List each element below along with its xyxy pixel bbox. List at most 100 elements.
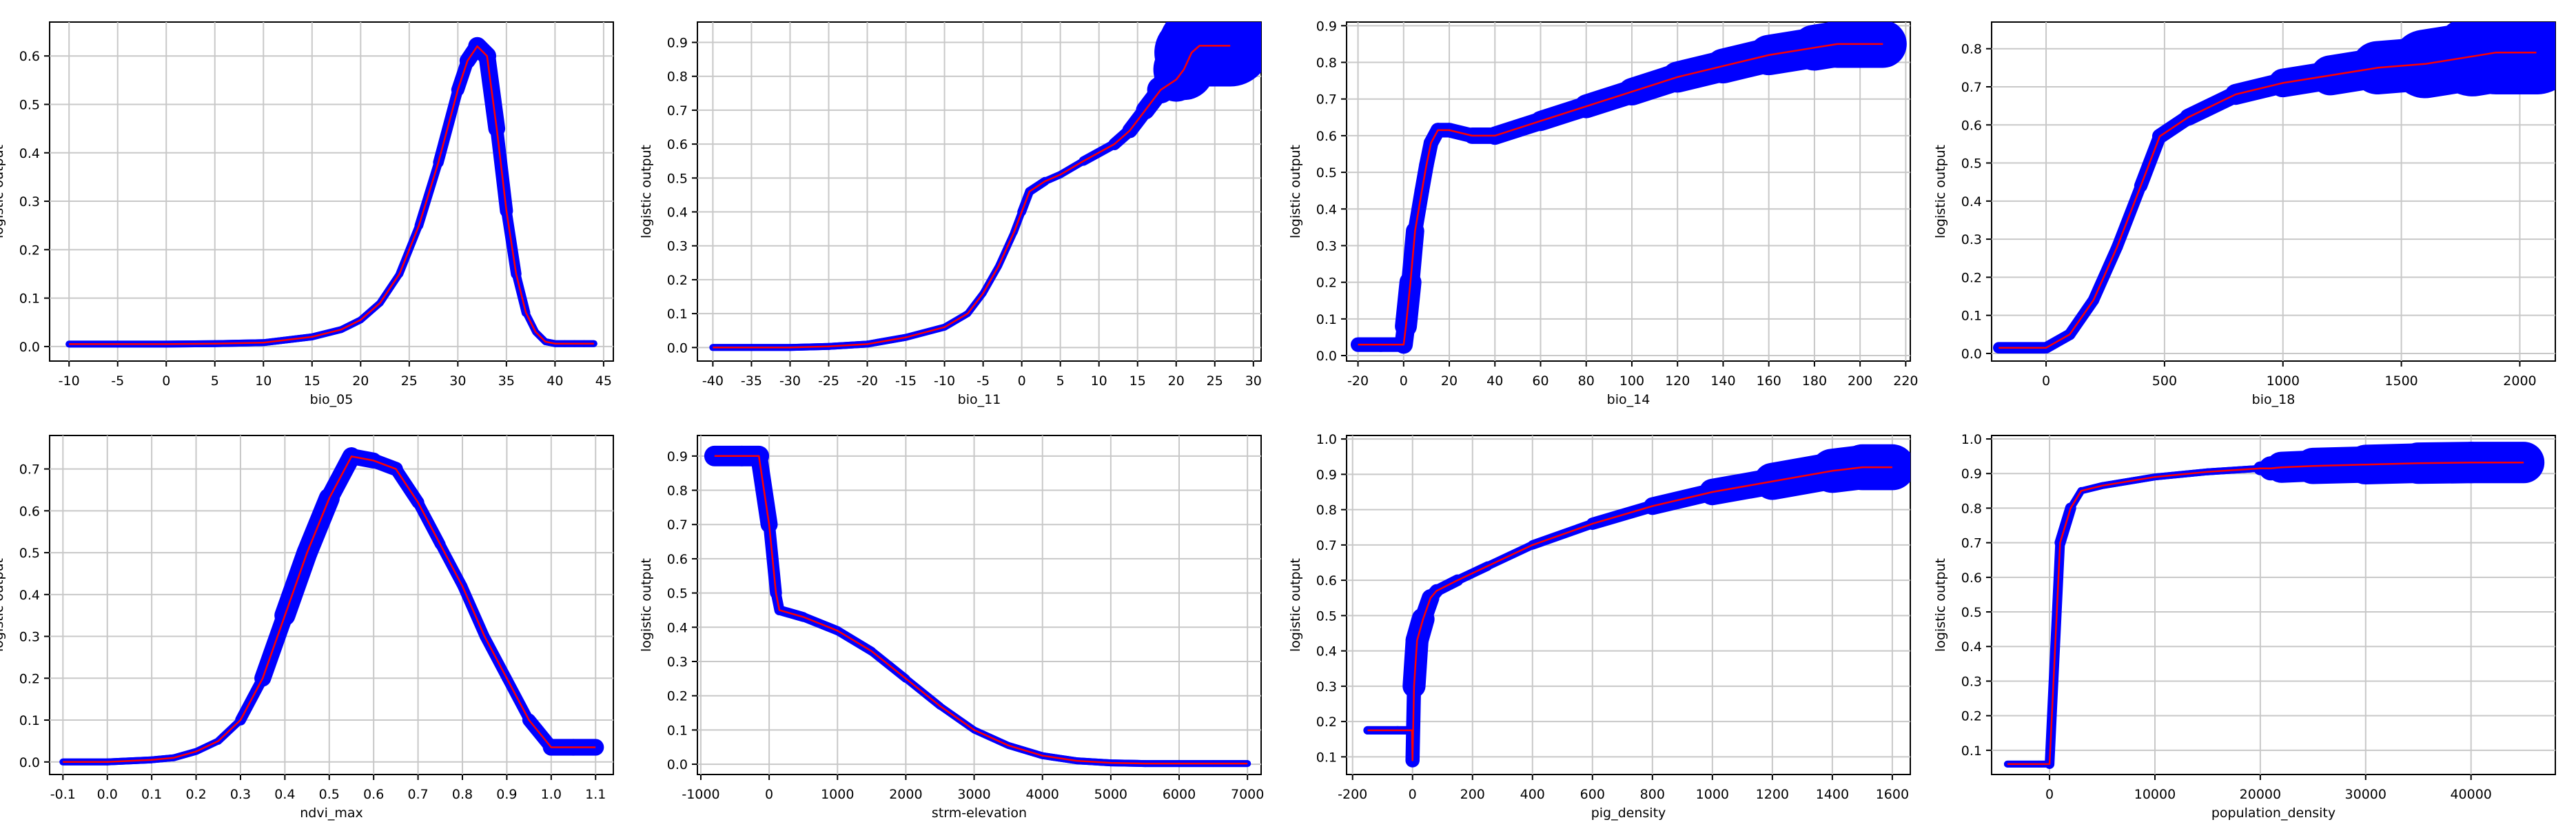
- x-tick-label: 2000: [889, 787, 922, 802]
- x-tick-label: 100: [1619, 373, 1644, 389]
- y-tick-label: 0.6: [19, 49, 40, 64]
- x-tick-label: 10: [255, 373, 272, 389]
- response-panel-5: -0.1 0.0 0.1 0.2 0.3 0.4 0.5 0.6 0.7 0.8 0.9 1.0 1.1…: [0, 435, 614, 821]
- y-tick-label: 0.1: [1961, 309, 1982, 324]
- x-tick-label: 20000: [2240, 787, 2281, 802]
- x-tick-label: 0.9: [496, 787, 517, 802]
- y-tick-label: 0.6: [19, 504, 40, 519]
- y-tick-label: 0.1: [19, 713, 40, 728]
- y-tick-label: 0.2: [667, 273, 688, 288]
- mean-response-line: [2007, 461, 2524, 766]
- x-tick-label: 1400: [1816, 787, 1849, 802]
- x-tick-label: 6000: [1163, 787, 1196, 802]
- y-tick-label: 0.8: [667, 484, 688, 499]
- y-axis-label: logistic output: [1288, 145, 1303, 238]
- y-tick-label: 0.7: [667, 103, 688, 119]
- y-tick-label: 0.0: [1316, 349, 1337, 364]
- y-tick-label: 0.9: [667, 449, 688, 464]
- x-tick-label: 1000: [821, 787, 854, 802]
- y-tick-label: 0.4: [667, 205, 688, 220]
- plot-frame: [697, 435, 1262, 775]
- x-tick-label: 0: [2042, 373, 2050, 389]
- y-tick-label: 0.0: [19, 340, 40, 355]
- x-tick-label: 5: [1056, 373, 1065, 389]
- y-tick-label: 0.2: [1316, 276, 1337, 291]
- x-tick-label: -40: [702, 373, 724, 389]
- x-tick-label: -35: [741, 373, 762, 389]
- x-tick-label: 220: [1893, 373, 1918, 389]
- y-tick-label: 0.4: [1316, 644, 1337, 659]
- x-tick-label: -20: [1347, 373, 1369, 389]
- x-tick-label: 0.2: [185, 787, 206, 802]
- x-tick-label: 140: [1710, 373, 1735, 389]
- y-tick-label: 0.3: [1316, 679, 1337, 695]
- y-axis-label: logistic output: [0, 145, 6, 238]
- x-tick-label: -5: [111, 373, 124, 389]
- x-tick-label: -0.1: [50, 787, 76, 802]
- x-axis-label: ndvi_max: [300, 806, 363, 821]
- y-axis-label: logistic output: [1933, 145, 1948, 238]
- y-tick-label: 0.4: [667, 620, 688, 635]
- y-tick-label: 0.1: [1316, 750, 1337, 765]
- x-tick-label: 600: [1580, 787, 1605, 802]
- x-tick-label: 0.8: [452, 787, 473, 802]
- x-tick-label: 20: [1168, 373, 1185, 389]
- y-tick-label: 0.1: [667, 723, 688, 738]
- x-tick-label: 0.4: [274, 787, 295, 802]
- y-tick-label: 0.4: [1961, 639, 1982, 655]
- x-tick-label: 0.1: [141, 787, 162, 802]
- x-tick-label: 5000: [1094, 787, 1127, 802]
- x-tick-label: 200: [1848, 373, 1872, 389]
- x-tick-label: 45: [595, 373, 612, 389]
- x-tick-label: 0.7: [407, 787, 428, 802]
- x-tick-label: 0: [1018, 373, 1026, 389]
- y-tick-label: 0.1: [1961, 743, 1982, 759]
- y-axis-label: logistic output: [0, 558, 6, 652]
- y-tick-label: 0.9: [667, 36, 688, 51]
- y-tick-label: 0.4: [1316, 202, 1337, 217]
- x-tick-label: 25: [401, 373, 418, 389]
- x-tick-label: 200: [1460, 787, 1485, 802]
- x-tick-label: 20: [1441, 373, 1458, 389]
- response-panel-2: -40 -35 -30 -25 -20 -15 -10 -5 0 5 10 15 20 25 30 0.0 0.…: [639, 21, 1262, 407]
- y-tick-label: 0.3: [19, 630, 40, 645]
- x-tick-label: 1500: [2384, 373, 2417, 389]
- x-tick-label: 1000: [2267, 373, 2300, 389]
- x-tick-label: -1000: [682, 787, 719, 802]
- x-tick-label: 5: [211, 373, 219, 389]
- x-axis-label: bio_18: [2252, 392, 2296, 407]
- mean-response-line: [1358, 43, 1883, 346]
- x-tick-label: 4000: [1026, 787, 1059, 802]
- x-tick-label: 15: [1129, 373, 1146, 389]
- x-axis-label: bio_14: [1607, 392, 1650, 407]
- x-tick-label: -10: [934, 373, 955, 389]
- x-tick-label: 0: [2045, 787, 2054, 802]
- x-tick-label: 10: [1091, 373, 1107, 389]
- y-axis-label: logistic output: [639, 145, 654, 238]
- plot-frame: [1346, 21, 1911, 362]
- y-tick-label: 0.1: [1316, 312, 1337, 327]
- y-tick-label: 0.3: [1316, 238, 1337, 254]
- y-tick-label: 0.0: [667, 757, 688, 772]
- y-tick-label: 0.7: [1961, 536, 1982, 551]
- response-panel-8: 0 10000 20000 30000 40000 0.1 0.2 0.3 0.4 0.5 0.6 0…: [1933, 432, 2556, 821]
- y-tick-label: 0.4: [19, 588, 40, 603]
- mean-response-line: [63, 455, 596, 763]
- y-tick-label: 0.2: [19, 243, 40, 258]
- x-tick-label: 35: [498, 373, 515, 389]
- y-tick-label: 0.5: [19, 546, 40, 561]
- x-tick-label: 120: [1665, 373, 1690, 389]
- y-tick-label: 0.7: [1961, 80, 1982, 95]
- x-tick-label: 60: [1532, 373, 1548, 389]
- y-tick-label: 0.5: [1316, 608, 1337, 624]
- x-tick-label: 30: [449, 373, 466, 389]
- x-tick-label: 180: [1802, 373, 1827, 389]
- y-tick-label: 0.7: [1316, 538, 1337, 553]
- y-tick-label: 0.8: [1316, 56, 1337, 71]
- x-tick-label: -200: [1338, 787, 1367, 802]
- x-tick-label: 0: [162, 373, 170, 389]
- mean-response-line: [713, 45, 1231, 349]
- y-tick-label: 0.6: [1316, 129, 1337, 144]
- y-tick-label: 0.2: [1961, 709, 1982, 724]
- y-tick-label: 0.6: [1961, 571, 1982, 586]
